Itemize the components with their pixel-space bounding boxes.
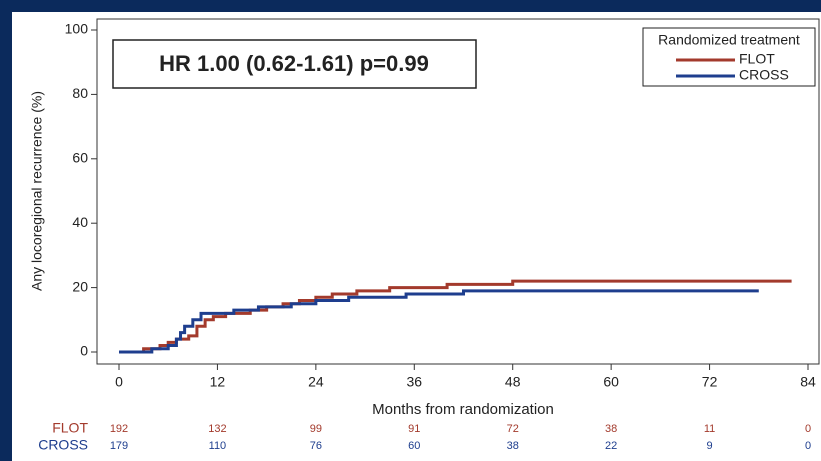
- risk-count: 22: [605, 440, 617, 452]
- risk-count: 192: [110, 423, 128, 435]
- y-tick-label: 20: [72, 278, 88, 294]
- x-tick-label: 84: [800, 374, 816, 390]
- risk-count: 11: [704, 423, 715, 435]
- y-tick-label: 60: [72, 150, 88, 166]
- x-tick-label: 36: [406, 374, 422, 390]
- y-axis-label: Any locoregional recurrence (%): [29, 91, 45, 291]
- y-tick-label: 0: [80, 343, 88, 359]
- risk-count: 0: [805, 423, 811, 435]
- risk-count: 179: [110, 440, 128, 452]
- risk-label: FLOT: [52, 420, 88, 436]
- legend-label: CROSS: [739, 67, 789, 83]
- risk-count: 91: [408, 423, 420, 435]
- x-tick-label: 60: [603, 374, 619, 390]
- risk-count: 9: [707, 440, 713, 452]
- risk-label: CROSS: [38, 437, 88, 453]
- series-line: [119, 289, 759, 354]
- y-tick-label: 40: [72, 214, 88, 230]
- legend-title: Randomized treatment: [658, 32, 800, 48]
- x-axis-label: Months from randomization: [372, 401, 554, 418]
- risk-count: 110: [209, 440, 227, 452]
- series-line: [119, 279, 792, 354]
- risk-count: 60: [408, 440, 420, 452]
- x-tick-label: 0: [115, 374, 123, 390]
- legend-label: FLOT: [739, 51, 775, 67]
- x-tick-label: 72: [702, 374, 718, 390]
- risk-count: 99: [310, 423, 322, 435]
- risk-count: 38: [507, 440, 519, 452]
- annotation-box: [112, 39, 477, 89]
- x-tick-label: 24: [308, 374, 324, 390]
- annotation: HR 1.00 (0.62-1.61) p=0.99: [159, 51, 429, 76]
- risk-count: 38: [605, 423, 617, 435]
- x-tick-label: 48: [505, 374, 521, 390]
- risk-count: 132: [208, 423, 226, 435]
- y-tick-label: 80: [72, 85, 88, 101]
- risk-count: 76: [310, 440, 322, 452]
- y-tick-label: 100: [65, 21, 89, 37]
- risk-count: 72: [507, 423, 519, 435]
- plot-frame: [96, 18, 820, 365]
- risk-count: 0: [805, 440, 811, 452]
- x-tick-label: 12: [210, 374, 226, 390]
